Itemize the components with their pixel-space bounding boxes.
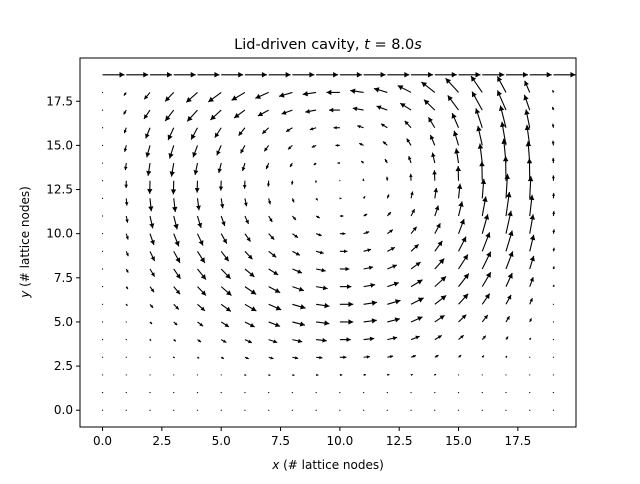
- velocity-arrow: [126, 392, 127, 393]
- velocity-arrow: [126, 410, 127, 411]
- chart-title: Lid-driven cavity, t = 8.0s: [234, 37, 422, 53]
- velocity-arrow: [102, 321, 103, 322]
- velocity-arrow: [553, 374, 554, 375]
- velocity-arrow: [102, 392, 103, 393]
- y-tick-label: 10.0: [46, 227, 73, 241]
- velocity-arrow: [173, 410, 174, 411]
- velocity-arrow: [102, 339, 103, 340]
- velocity-arrow: [529, 410, 530, 411]
- velocity-arrow: [339, 410, 340, 411]
- velocity-arrow: [102, 162, 103, 163]
- velocity-arrow: [292, 392, 293, 393]
- velocity-arrow: [173, 392, 174, 393]
- velocity-arrow: [126, 339, 127, 340]
- velocity-arrow: [505, 410, 506, 411]
- velocity-arrow: [102, 374, 103, 375]
- velocity-arrow: [553, 321, 554, 322]
- velocity-arrow: [553, 410, 554, 411]
- velocity-arrow: [149, 357, 150, 358]
- velocity-arrow: [505, 392, 506, 393]
- velocity-arrow: [268, 410, 269, 411]
- y-tick-label: 12.5: [46, 183, 73, 197]
- velocity-arrow: [553, 304, 554, 305]
- x-axis-label: x (# lattice nodes): [271, 458, 384, 472]
- velocity-arrow: [410, 392, 411, 393]
- velocity-arrow: [482, 392, 483, 393]
- velocity-arrow: [458, 410, 459, 411]
- velocity-arrow: [434, 410, 435, 411]
- velocity-arrow: [102, 145, 103, 146]
- velocity-arrow: [434, 392, 435, 393]
- y-tick-label: 17.5: [46, 94, 73, 108]
- velocity-arrow: [102, 357, 103, 358]
- velocity-arrow: [102, 286, 103, 287]
- velocity-arrow: [102, 410, 103, 411]
- velocity-arrow: [553, 357, 554, 358]
- velocity-arrow: [102, 268, 103, 269]
- velocity-arrow: [102, 180, 103, 181]
- velocity-arrow: [410, 410, 411, 411]
- velocity-arrow: [316, 392, 317, 393]
- x-tick-label: 10.0: [327, 434, 354, 448]
- velocity-arrow: [363, 392, 364, 393]
- y-tick-label: 0.0: [54, 403, 73, 417]
- velocity-arrow: [482, 410, 483, 411]
- velocity-arrow: [149, 410, 150, 411]
- velocity-arrow: [387, 392, 388, 393]
- velocity-arrow: [102, 109, 103, 110]
- x-tick-label: 17.5: [504, 434, 531, 448]
- velocity-arrow: [197, 392, 198, 393]
- y-tick-label: 5.0: [54, 315, 73, 329]
- velocity-arrow: [102, 251, 103, 252]
- velocity-arrow: [529, 357, 530, 358]
- x-tick-label: 15.0: [445, 434, 472, 448]
- y-tick-label: 2.5: [54, 359, 73, 373]
- velocity-arrow: [553, 339, 554, 340]
- y-tick-label: 15.0: [46, 138, 73, 152]
- velocity-arrow: [529, 374, 530, 375]
- velocity-arrow: [126, 321, 127, 322]
- velocity-arrow: [173, 374, 174, 375]
- x-tick-label: 5.0: [212, 434, 231, 448]
- velocity-arrow: [102, 304, 103, 305]
- y-axis-label: y (# lattice nodes): [18, 186, 32, 299]
- velocity-arrow: [149, 374, 150, 375]
- velocity-arrow: [292, 410, 293, 411]
- velocity-arrow: [197, 374, 198, 375]
- velocity-arrow: [505, 374, 506, 375]
- x-tick-label: 7.5: [271, 434, 290, 448]
- velocity-arrow: [316, 410, 317, 411]
- velocity-arrow: [102, 215, 103, 216]
- velocity-arrow: [244, 392, 245, 393]
- velocity-arrow: [102, 233, 103, 234]
- velocity-arrow: [458, 392, 459, 393]
- velocity-arrow: [102, 92, 103, 93]
- velocity-arrow: [482, 374, 483, 375]
- velocity-arrow: [244, 410, 245, 411]
- velocity-arrow: [529, 392, 530, 393]
- velocity-arrow: [553, 392, 554, 393]
- y-tick-label: 7.5: [54, 271, 73, 285]
- velocity-arrow: [221, 374, 222, 375]
- x-tick-label: 0.0: [93, 434, 112, 448]
- x-tick-label: 2.5: [152, 434, 171, 448]
- velocity-arrow: [221, 392, 222, 393]
- velocity-arrow: [149, 392, 150, 393]
- velocity-arrow: [126, 374, 127, 375]
- velocity-arrow: [268, 392, 269, 393]
- velocity-arrow: [102, 198, 103, 199]
- velocity-arrow: [458, 374, 459, 375]
- x-tick-label: 12.5: [386, 434, 413, 448]
- velocity-arrow: [339, 180, 340, 181]
- velocity-arrow: [102, 127, 103, 128]
- velocity-arrow: [387, 410, 388, 411]
- velocity-arrow: [197, 410, 198, 411]
- velocity-arrow: [339, 392, 340, 393]
- velocity-arrow: [126, 357, 127, 358]
- velocity-arrow: [363, 410, 364, 411]
- velocity-arrow: [221, 410, 222, 411]
